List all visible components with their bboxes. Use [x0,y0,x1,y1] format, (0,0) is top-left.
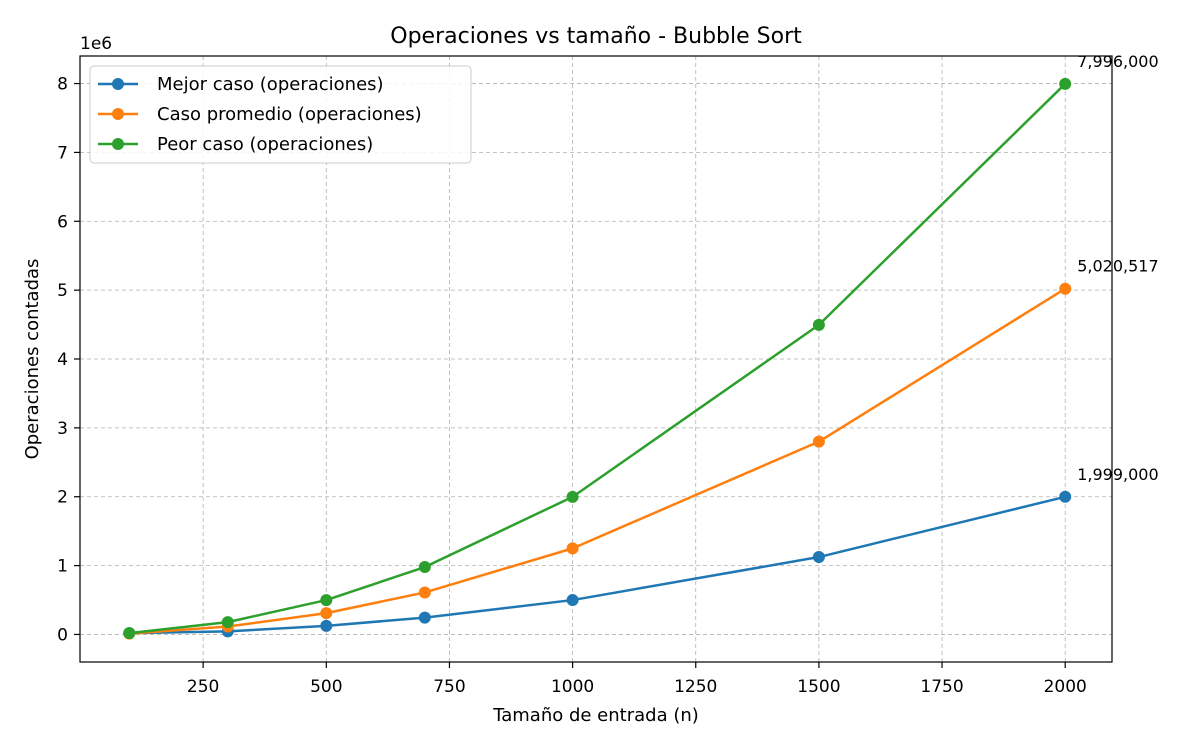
y-tick-label: 4 [57,350,68,370]
legend-label: Peor caso (operaciones) [157,134,373,155]
data-point [566,490,579,503]
y-tick-label: 6 [57,212,68,232]
y-tick-label: 0 [57,625,68,645]
data-point [812,318,825,331]
legend-box [89,65,472,164]
data-point [418,586,431,599]
data-point [320,619,333,632]
x-tick-label: 250 [187,677,219,697]
data-point [221,616,234,629]
y-tick-label: 5 [57,281,68,301]
data-point [418,561,431,574]
x-tick-label: 1750 [920,677,963,697]
data-point [566,542,579,555]
data-point [1059,77,1072,90]
legend: Mejor caso (operaciones) Caso promedio (o… [89,65,472,164]
y-tick-label: 2 [57,488,68,508]
y-tick-label: 7 [57,143,68,163]
legend-swatch-marker [112,108,124,120]
x-axis-label: Tamaño de entrada (n) [492,705,699,726]
data-point [1059,282,1072,295]
y-tick-label: 3 [57,419,68,439]
series-layer [123,77,1072,640]
chart-title: Operaciones vs tamaño - Bubble Sort [390,24,802,49]
data-point [320,607,333,620]
y-tick-label: 1 [57,557,68,577]
legend-label: Mejor caso (operaciones) [157,74,384,95]
axis-ticks: 250 500 750 1000 1250 1500 1750 2000 0 1 2 3 4 5 6 7 8 [57,75,1087,697]
end-value-label: 1,999,000 [1077,465,1158,484]
data-point [812,551,825,564]
data-point [1059,490,1072,503]
data-point [566,594,579,607]
data-point [123,627,136,640]
x-tick-label: 1250 [674,677,717,697]
end-value-label: 5,020,517 [1077,257,1158,276]
x-tick-label: 2000 [1044,677,1087,697]
legend-swatch-marker [112,138,124,150]
end-value-label: 7,996,000 [1077,52,1158,71]
legend-label: Caso promedio (operaciones) [157,104,422,125]
annotations: 1,999,000 5,020,517 7,996,000 [1077,52,1158,484]
y-axis-label: Operaciones contadas [22,259,43,460]
x-tick-label: 1500 [797,677,840,697]
data-point [418,611,431,624]
legend-swatch-marker [112,78,124,90]
x-tick-label: 1000 [551,677,594,697]
y-scale-label: 1e6 [80,34,112,54]
x-tick-label: 750 [433,677,465,697]
y-tick-label: 8 [57,75,68,95]
data-point [320,594,333,607]
data-point [812,435,825,448]
x-tick-label: 500 [310,677,342,697]
